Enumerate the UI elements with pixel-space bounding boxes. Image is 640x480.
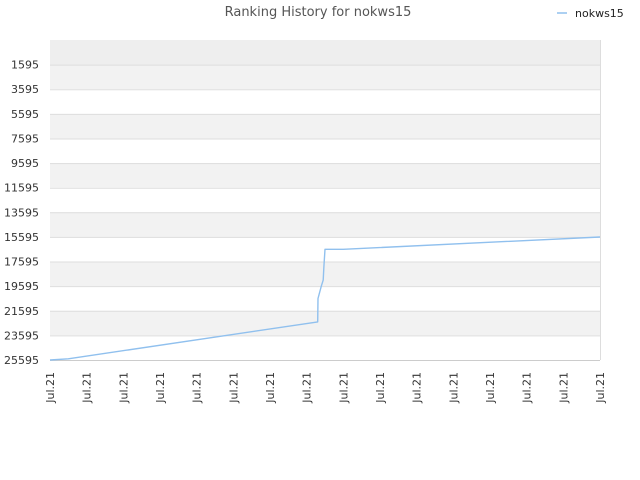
y-tick-label: 11595 [4, 182, 39, 195]
y-tick-label: 19595 [4, 280, 39, 293]
legend-label: nokws15 [575, 7, 624, 20]
y-tick-label: 21595 [4, 305, 39, 318]
x-tick-label: Jul.21 [117, 372, 130, 404]
y-tick-label: 17595 [4, 256, 39, 269]
x-tick-label: Jul.21 [227, 372, 240, 404]
chart-title: Ranking History for nokws15 [225, 5, 412, 20]
plot-band [50, 64, 600, 90]
y-tick-label: 23595 [4, 329, 39, 342]
y-tick-label: 3595 [11, 83, 39, 96]
plot-band [50, 286, 600, 311]
plot-band [50, 113, 600, 139]
series-line [49, 236, 601, 361]
plot-band [50, 310, 600, 336]
x-tick-label: Jul.21 [301, 372, 314, 404]
plot-band [50, 40, 600, 65]
plot-band [50, 163, 600, 188]
x-tick-label: Jul.21 [154, 372, 167, 404]
y-tick-label: 15595 [4, 231, 39, 244]
y-axis-ticks: 1595 3595 5595 7595 9595 11595 13595 15595 17595… [4, 59, 39, 367]
y-tick-label: 13595 [4, 206, 39, 219]
x-tick-label: Jul.21 [521, 372, 534, 404]
x-tick-label: Jul.21 [337, 372, 350, 404]
y-tick-label: 5595 [11, 108, 39, 121]
x-tick-label: Jul.21 [81, 372, 94, 404]
plot-band [50, 212, 600, 237]
legend: nokws15 [557, 7, 624, 20]
x-tick-label: Jul.21 [264, 372, 277, 404]
x-tick-label: Jul.21 [484, 372, 497, 404]
gridlines [50, 40, 601, 361]
x-tick-label: Jul.21 [447, 372, 460, 404]
x-tick-label: Jul.21 [411, 372, 424, 404]
plot-background-bands [50, 40, 600, 360]
x-tick-label: Jul.21 [594, 372, 607, 404]
x-tick-label: Jul.21 [557, 372, 570, 404]
plot-band [50, 138, 600, 164]
x-tick-label: Jul.21 [374, 372, 387, 404]
y-tick-label: 1595 [11, 59, 39, 72]
x-tick-label: Jul.21 [44, 372, 57, 404]
plot-band [50, 335, 600, 360]
plot-band [50, 261, 600, 287]
y-tick-label: 25595 [4, 354, 39, 367]
x-axis-ticks: Jul.21 Jul.21 Jul.21 Jul.21 Jul.21 Jul.21 Jul.… [44, 372, 607, 404]
x-tick-label: Jul.21 [191, 372, 204, 404]
y-tick-label: 9595 [11, 157, 39, 170]
plot-band [50, 89, 600, 114]
plot-band [50, 187, 600, 213]
series-layer [49, 236, 601, 361]
y-tick-label: 7595 [11, 132, 39, 145]
